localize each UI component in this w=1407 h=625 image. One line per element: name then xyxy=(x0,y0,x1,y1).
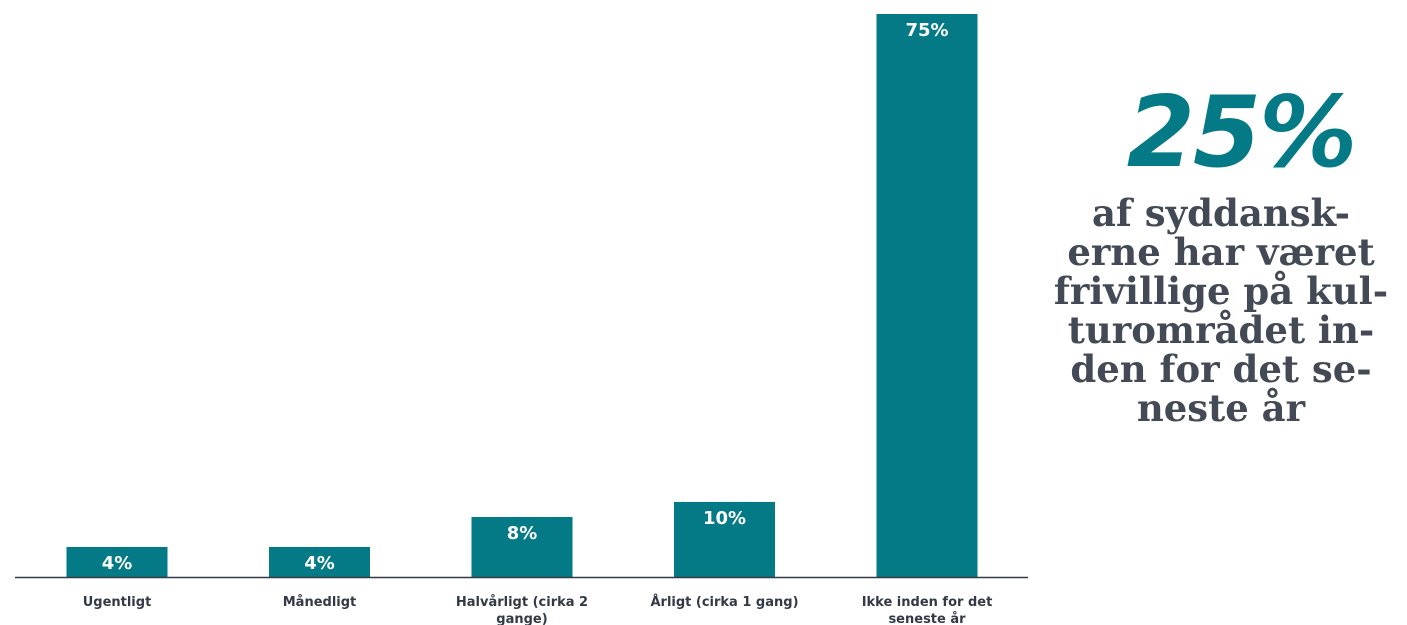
bar xyxy=(66,546,168,577)
bar xyxy=(269,546,370,577)
bar xyxy=(876,14,978,577)
bar-value-label: 10% xyxy=(703,508,746,529)
category-label: Månedligt xyxy=(283,595,357,610)
bar xyxy=(471,516,573,577)
category-label: gange) xyxy=(496,612,547,625)
callout-panel: 25% af syddansk- erne har været frivilli… xyxy=(1040,78,1402,428)
bar-chart: 4% 4% 8% 10% 75% Ugentligt Månedligt Halvårlig… xyxy=(15,14,1028,625)
bar-value-label: 4% xyxy=(304,553,335,574)
category-label: seneste år xyxy=(888,612,966,625)
bar-value-label: 75% xyxy=(905,20,948,41)
category-label: Ugentligt xyxy=(83,595,152,610)
bar-value-label: 4% xyxy=(102,553,133,574)
bars-layer: 4% 4% 8% 10% 75% xyxy=(66,14,978,577)
bar xyxy=(674,501,775,577)
bar-value-label: 8% xyxy=(507,523,538,544)
callout-stat: 25% xyxy=(1126,76,1358,190)
category-label: Årligt (cirka 1 gang) xyxy=(650,594,798,610)
category-label: Ikke inden for det xyxy=(862,595,993,610)
category-label: Halvårligt (cirka 2 xyxy=(456,595,588,610)
category-labels-layer: Ugentligt Månedligt Halvårligt (cirka 2 gan… xyxy=(83,594,993,625)
callout-text: af syddansk- erne har været frivillige p… xyxy=(1053,191,1389,430)
